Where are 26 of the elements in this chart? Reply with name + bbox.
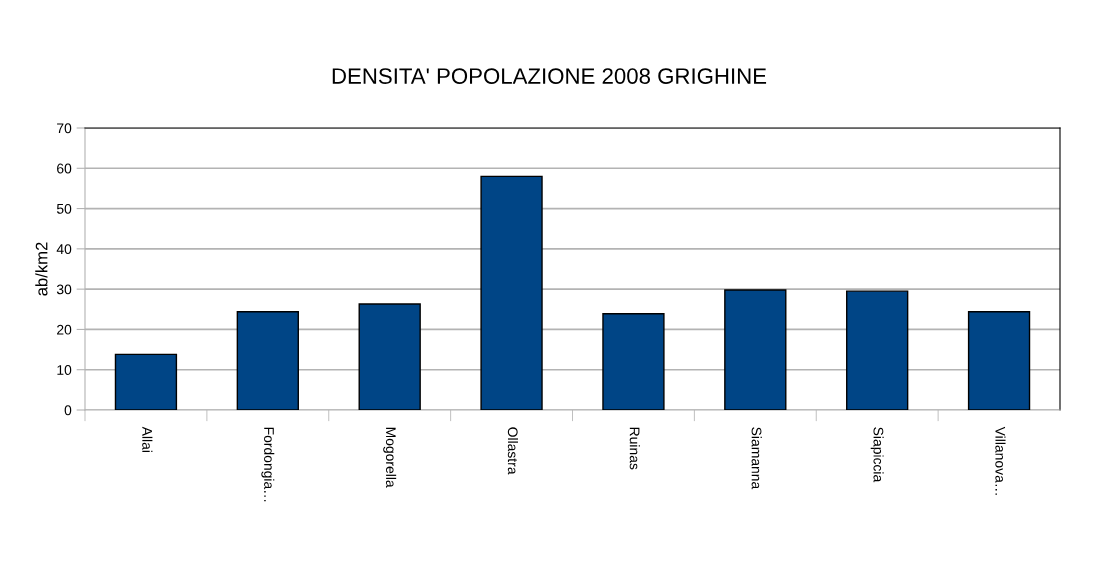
y-tick-label: 20 — [57, 324, 72, 335]
y-tick-label: 30 — [56, 284, 72, 295]
y-tick-label: 0 — [64, 405, 72, 416]
bar — [358, 303, 421, 410]
x-tick-label: Siamanna — [751, 427, 762, 490]
bar — [602, 313, 665, 410]
x-tick-label: Fordongia… — [261, 427, 275, 502]
y-tick-label: 50 — [56, 203, 72, 214]
y-tick-label: 10 — [57, 365, 72, 375]
chart-title: DENSITA' POPOLAZIONE 2008 GRIGHINE — [332, 68, 767, 84]
x-tick-label: Ollastra — [507, 427, 519, 475]
x-tick-label: Allai — [142, 426, 153, 452]
y-tick-label: 40 — [56, 244, 72, 255]
bar — [480, 175, 543, 410]
bar — [846, 290, 909, 410]
x-tick-label: Mogorella — [383, 427, 397, 488]
y-tick-label: 70 — [57, 123, 72, 134]
x-tick-label: Villanova… — [995, 426, 1006, 495]
bar — [114, 353, 178, 410]
x-tick-label: Siapiccia — [870, 427, 884, 483]
bar — [724, 289, 787, 410]
bar — [236, 311, 299, 410]
x-tick-label: Ruinas — [629, 427, 640, 470]
bar — [967, 311, 1031, 410]
y-axis-title: ab/km2 — [35, 242, 48, 296]
y-tick-label: 60 — [57, 163, 72, 174]
